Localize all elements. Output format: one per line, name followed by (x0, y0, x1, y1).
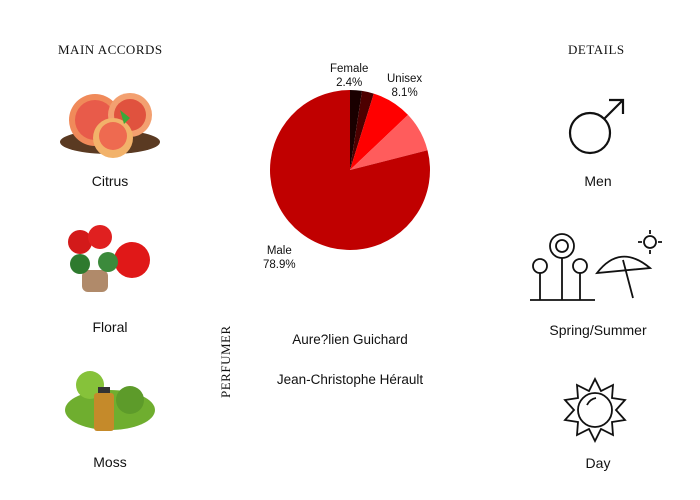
pie-label-female: Female 2.4% (330, 63, 369, 89)
gender-pie-chart (270, 90, 430, 251)
pie-slice-3 (350, 114, 428, 170)
pie-slice-female (350, 90, 363, 170)
perfumer-name-2: Jean-Christophe Hérault (276, 372, 424, 387)
accord-moss-label: Moss (93, 454, 127, 470)
detail-gender-label: Men (584, 173, 612, 189)
perfumer-name-1: Aure?lien Guichard (292, 332, 408, 347)
accord-floral-label: Floral (92, 319, 128, 335)
main-accords-title: MAIN ACCORDS (58, 42, 163, 57)
moss-image (60, 365, 160, 440)
pie-label-male: Male 78.9% (263, 245, 296, 271)
pie-label-unisex: Unisex 8.1% (387, 73, 423, 99)
pie-slice-male (270, 90, 430, 251)
details-title: DETAILS (568, 42, 625, 57)
perfumer-title: PERFUMER (218, 325, 233, 398)
detail-season-label: Spring/Summer (549, 322, 647, 338)
citrus-image (55, 80, 165, 160)
pie-slice-unisex (350, 93, 409, 170)
accord-citrus-label: Citrus (91, 173, 129, 189)
sun-icon (563, 376, 627, 444)
flowers-umbrella-sun-icon (530, 230, 662, 301)
male-symbol-icon (568, 98, 625, 155)
pie-slice-1 (350, 90, 374, 170)
floral-image (60, 222, 160, 302)
detail-time-label: Day (585, 455, 611, 471)
